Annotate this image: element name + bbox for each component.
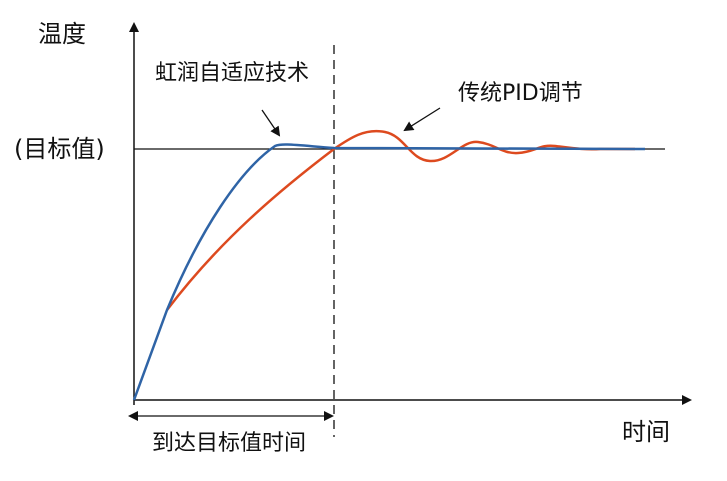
adaptive-label: 虹润自适应技术 (155, 61, 310, 86)
y-axis-label: 温度 (38, 20, 86, 48)
time-to-target-label: 到达目标值时间 (152, 431, 307, 456)
x-axis-label: 时间 (622, 418, 670, 446)
pid-label: 传统PID调节 (458, 81, 583, 106)
target-label: (目标值) (14, 135, 105, 163)
adaptive-curve (132, 143, 646, 401)
pid-curve (166, 129, 635, 311)
adaptive-pointer-arrow (261, 109, 281, 137)
pid-pointer-arrow (403, 107, 441, 132)
